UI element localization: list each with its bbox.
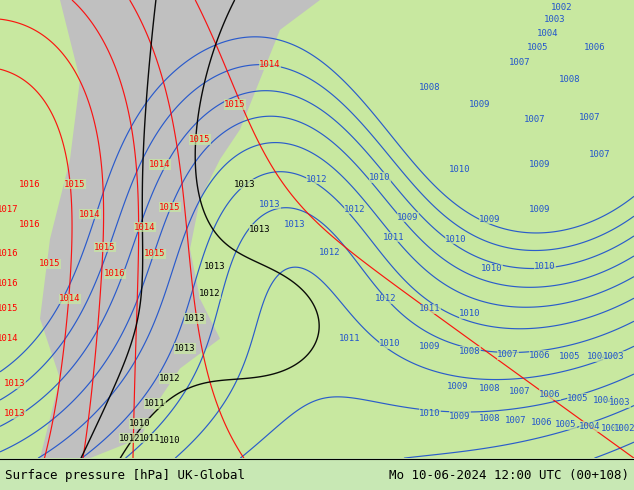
Text: 1009: 1009 — [469, 100, 491, 109]
Text: 1004: 1004 — [579, 422, 601, 431]
Text: 1002: 1002 — [551, 3, 573, 12]
Text: 1014: 1014 — [149, 160, 171, 169]
Text: 1012: 1012 — [344, 205, 366, 214]
Polygon shape — [0, 0, 80, 458]
Text: Mo 10-06-2024 12:00 UTC (00+108): Mo 10-06-2024 12:00 UTC (00+108) — [389, 469, 629, 482]
Text: 1013: 1013 — [184, 314, 206, 323]
Text: 1006: 1006 — [529, 351, 551, 360]
Text: 1008: 1008 — [479, 384, 501, 393]
Text: 1007: 1007 — [509, 387, 531, 396]
Text: 1010: 1010 — [379, 339, 401, 348]
Text: 1004: 1004 — [537, 29, 559, 38]
Text: 1016: 1016 — [0, 279, 19, 288]
Text: 1016: 1016 — [19, 180, 41, 189]
Text: 1005: 1005 — [527, 43, 549, 52]
Text: 1009: 1009 — [398, 213, 418, 221]
Text: 1013: 1013 — [4, 379, 26, 388]
Text: 1014: 1014 — [259, 60, 281, 69]
Text: 1004: 1004 — [593, 396, 615, 405]
Text: 1012: 1012 — [119, 434, 141, 443]
Text: 1007: 1007 — [497, 350, 519, 359]
Text: 1015: 1015 — [224, 100, 246, 109]
Text: 1009: 1009 — [450, 412, 471, 421]
Text: 1015: 1015 — [145, 249, 165, 258]
Text: 1007: 1007 — [505, 416, 527, 425]
Text: 1009: 1009 — [529, 205, 551, 214]
Text: 1013: 1013 — [234, 180, 256, 189]
Text: 1009: 1009 — [529, 160, 551, 169]
Text: 1013: 1013 — [204, 263, 226, 271]
Text: 1013: 1013 — [259, 200, 281, 209]
Text: 1008: 1008 — [479, 414, 501, 423]
Text: 1003: 1003 — [603, 352, 624, 361]
Text: 1012: 1012 — [320, 248, 340, 257]
Text: 1003: 1003 — [544, 15, 566, 24]
Text: 1008: 1008 — [459, 347, 481, 356]
Text: 1013: 1013 — [284, 220, 306, 229]
Text: 1012: 1012 — [306, 175, 328, 184]
Text: 1012: 1012 — [159, 374, 181, 383]
Text: 1013: 1013 — [4, 409, 26, 418]
Text: 1014: 1014 — [59, 294, 81, 303]
Text: 1013: 1013 — [249, 224, 271, 234]
Text: 1005: 1005 — [559, 352, 581, 361]
Text: 1007: 1007 — [589, 150, 611, 159]
Text: 1012: 1012 — [199, 289, 221, 298]
Text: 1010: 1010 — [129, 419, 151, 428]
Text: 1003: 1003 — [609, 398, 631, 407]
Text: 1010: 1010 — [534, 263, 556, 271]
Text: 1009: 1009 — [479, 215, 501, 223]
Text: 1011: 1011 — [339, 334, 361, 343]
Text: 1006: 1006 — [531, 418, 553, 427]
Text: 1006: 1006 — [540, 390, 560, 399]
Text: 1002: 1002 — [614, 424, 634, 433]
Text: 1007: 1007 — [509, 58, 531, 67]
Text: 1009: 1009 — [447, 382, 469, 391]
Text: Surface pressure [hPa] UK-Global: Surface pressure [hPa] UK-Global — [5, 469, 245, 482]
Text: 1008: 1008 — [559, 75, 581, 84]
Text: 1010: 1010 — [419, 409, 441, 418]
Text: 1010: 1010 — [445, 235, 467, 244]
Text: 1012: 1012 — [375, 294, 397, 303]
Text: 1015: 1015 — [0, 304, 19, 313]
Text: 1010: 1010 — [450, 165, 471, 174]
Text: 1010: 1010 — [369, 173, 391, 182]
Text: 1011: 1011 — [419, 304, 441, 313]
Text: 1007: 1007 — [524, 115, 546, 124]
Text: 1014: 1014 — [79, 210, 101, 219]
Text: 1008: 1008 — [419, 83, 441, 92]
Text: 1013: 1013 — [174, 344, 196, 353]
Text: 1011: 1011 — [383, 233, 404, 242]
Text: 1005: 1005 — [567, 394, 589, 403]
Text: 1016: 1016 — [0, 249, 19, 258]
Text: 1016: 1016 — [19, 220, 41, 229]
Text: 1015: 1015 — [94, 243, 116, 251]
Text: 1015: 1015 — [64, 180, 86, 189]
Text: 1014: 1014 — [134, 222, 156, 232]
Polygon shape — [90, 0, 634, 458]
Text: 1016: 1016 — [104, 270, 126, 278]
Text: 1017: 1017 — [0, 205, 19, 214]
Text: 1005: 1005 — [555, 420, 577, 429]
Text: 1004: 1004 — [587, 352, 609, 361]
Text: 1015: 1015 — [159, 203, 181, 212]
Text: 1003: 1003 — [601, 424, 623, 433]
Text: 1010: 1010 — [459, 309, 481, 318]
Text: 1006: 1006 — [585, 43, 605, 52]
Text: 1010: 1010 — [481, 265, 503, 273]
Text: 1009: 1009 — [419, 342, 441, 351]
Text: 1011: 1011 — [145, 399, 165, 408]
Text: 1015: 1015 — [190, 135, 210, 144]
Text: 1015: 1015 — [39, 259, 61, 269]
Text: 1014: 1014 — [0, 334, 19, 343]
Text: 1011: 1011 — [139, 434, 161, 443]
Text: 1010: 1010 — [159, 436, 181, 445]
Text: 1007: 1007 — [579, 113, 601, 122]
